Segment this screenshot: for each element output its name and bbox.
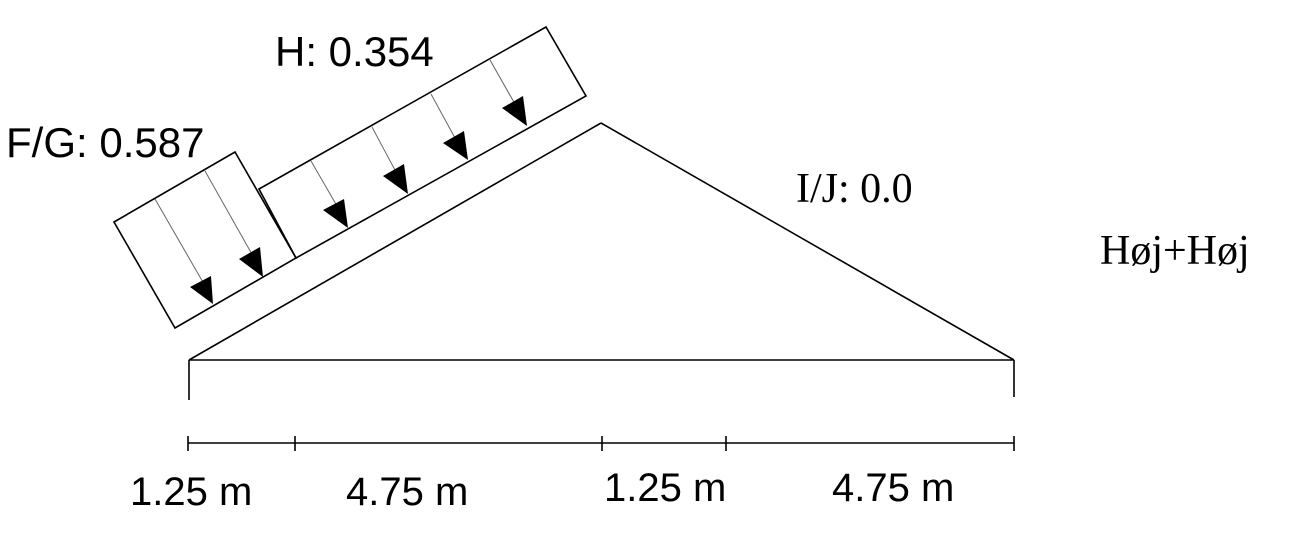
arrowhead-icon — [502, 96, 527, 126]
arrowheads-h — [323, 96, 527, 228]
arrowhead-icon — [383, 164, 408, 194]
load-arrow-line — [310, 160, 338, 207]
dimension-label-1: 1.25 m — [130, 470, 252, 514]
zone-fg-label: F/G: 0.587 — [6, 119, 204, 166]
roof-slope-left — [188, 122, 602, 361]
roof-type-label: Høj+Høj — [1100, 228, 1250, 274]
arrowhead-icon — [443, 131, 468, 160]
load-zone-h-box — [257, 25, 588, 260]
dimension-label-2: 4.75 m — [346, 470, 468, 514]
arrowheads-fg — [190, 247, 263, 304]
arrowhead-icon — [239, 247, 263, 277]
dimension-label-4: 4.75 m — [832, 466, 954, 510]
load-zone-fg — [112, 150, 298, 330]
zone-h-label: H: 0.354 — [275, 28, 434, 75]
dimension-line — [187, 436, 1015, 451]
load-arrow-line — [489, 59, 516, 105]
load-arrow-line — [204, 170, 254, 257]
load-arrows-fg — [154, 170, 254, 285]
load-zone-fg-box — [112, 150, 298, 330]
load-arrow-line — [154, 198, 205, 285]
arrowhead-icon — [323, 199, 348, 228]
zone-ij-label: I/J: 0.0 — [796, 166, 913, 212]
load-arrow-line — [371, 126, 397, 173]
arrowhead-icon — [190, 276, 213, 304]
roof-slope-right — [600, 122, 1015, 361]
roof-outline — [188, 122, 1015, 400]
load-arrows-h — [310, 59, 516, 207]
dimension-label-3: 1.25 m — [604, 466, 726, 510]
load-arrow-line — [430, 93, 456, 139]
load-zone-h — [257, 25, 588, 260]
